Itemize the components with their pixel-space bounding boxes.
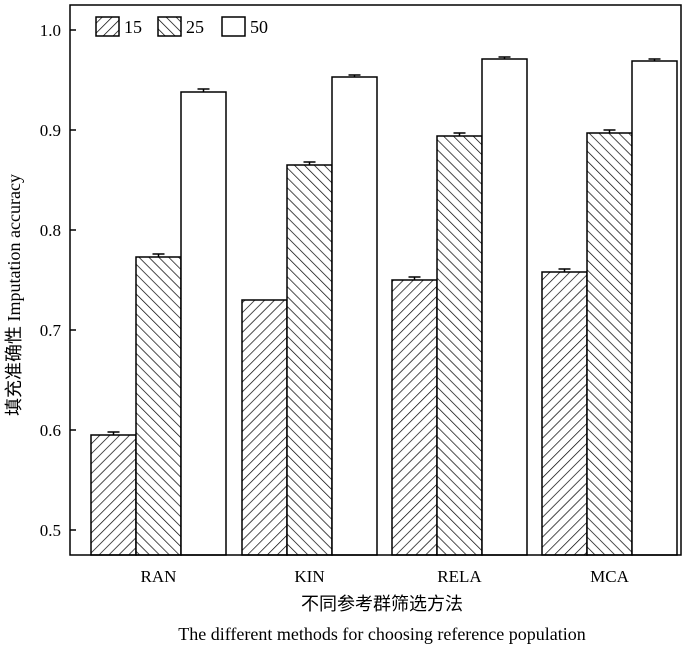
legend: 15 25 50 [95,16,268,37]
y-tick-label: 0.6 [40,421,61,440]
y-tick-label: 0.5 [40,521,61,540]
error-bar-mca-50 [648,58,661,61]
bar-kin-50 [331,76,378,556]
bars-layer [90,56,678,556]
error-bar-kin-50 [348,74,361,77]
legend-label: 15 [124,17,142,37]
bar-mca-50 [631,60,678,556]
bar-rela-50 [481,58,528,556]
plot-frame [69,4,682,556]
x-tick-label-rela: RELA [437,567,482,586]
error-bar-ran-15 [107,431,120,435]
error-bar-ran-50 [197,88,210,92]
x-tick-label-kin: KIN [294,567,324,586]
bar-mca-25 [586,132,633,556]
bar-ran-15 [90,434,137,556]
bar-rela-25 [436,135,483,556]
bar-ran-50 [180,91,227,556]
legend-swatch [221,16,246,37]
legend-swatch [157,16,182,37]
error-bar-mca-25 [603,129,616,133]
legend-label: 25 [186,17,204,37]
bar-kin-25 [286,164,333,556]
bar-kin-15 [241,299,288,556]
bar-ran-25 [135,256,182,556]
legend-item-25: 25 [157,16,204,37]
bar-mca-15 [541,271,588,556]
axes-layer: RAN KIN RELA MCA 0.5 0.6 0.7 0.8 0.9 1.0 [40,4,682,586]
legend-swatch [95,16,120,37]
error-bar-mca-15 [558,268,571,272]
x-axis-label-cn: 不同参考群筛选方法 [301,594,463,614]
error-bar-rela-50 [498,56,511,59]
bar-rela-15 [391,279,438,556]
error-bar-rela-25 [453,132,466,136]
y-axis-label: 填充准确性 Imputation accuracy [4,174,24,416]
x-axis-label-en: The different methods for choosing refer… [178,624,586,644]
legend-item-50: 50 [221,16,268,37]
error-bar-rela-15 [408,276,421,280]
error-bar-ran-25 [152,253,165,257]
x-tick-label-ran: RAN [141,567,177,586]
y-tick-label: 0.8 [40,221,61,240]
y-tick-label: 0.9 [40,121,61,140]
x-tick-label-mca: MCA [590,567,629,586]
error-bar-kin-25 [303,161,316,165]
legend-label: 50 [250,17,268,37]
y-tick-label: 0.7 [40,321,62,340]
y-tick-label: 1.0 [40,21,61,40]
legend-item-15: 15 [95,16,142,37]
